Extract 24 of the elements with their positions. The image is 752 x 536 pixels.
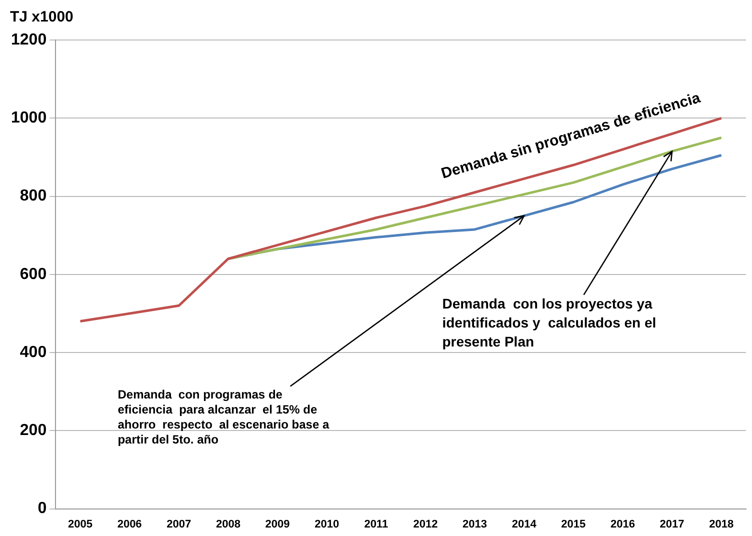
x-tick-label: 2015 xyxy=(561,518,586,530)
annotation: Demanda con programas de eficiencia para alcanzar el 15% de ahorro respecto al escenario base a partir del 5to. año xyxy=(118,388,330,447)
x-tick-label: 2016 xyxy=(610,518,635,530)
x-tick-label: 2010 xyxy=(314,518,340,530)
x-tick-label: 2017 xyxy=(660,518,684,530)
x-tick-label: 2009 xyxy=(265,518,290,530)
y-tick-label: 200 xyxy=(20,422,47,440)
annotation: Demanda con los proyectos ya identificados y calculados en el presente Plan xyxy=(442,296,656,350)
x-tick-label: 2012 xyxy=(413,518,438,530)
y-tick-label: 600 xyxy=(20,266,47,283)
x-tick-label: 2013 xyxy=(462,518,488,530)
y-tick-label: 0 xyxy=(38,500,47,518)
y-tick-label: 1000 xyxy=(11,110,47,127)
x-tick-label: 2018 xyxy=(709,518,734,530)
y-tick-label: 800 xyxy=(20,188,47,205)
y-tick-label: 1200 xyxy=(11,31,47,48)
x-tick-label: 2007 xyxy=(166,518,192,530)
y-axis-title: TJ x1000 xyxy=(10,8,74,26)
x-tick-label: 2008 xyxy=(216,518,240,530)
x-tick-label: 2014 xyxy=(512,518,538,530)
x-tick-label: 2011 xyxy=(364,518,388,530)
x-tick-label: 2006 xyxy=(117,518,142,530)
y-tick-label: 400 xyxy=(20,344,47,361)
x-tick-label: 2005 xyxy=(68,518,92,530)
